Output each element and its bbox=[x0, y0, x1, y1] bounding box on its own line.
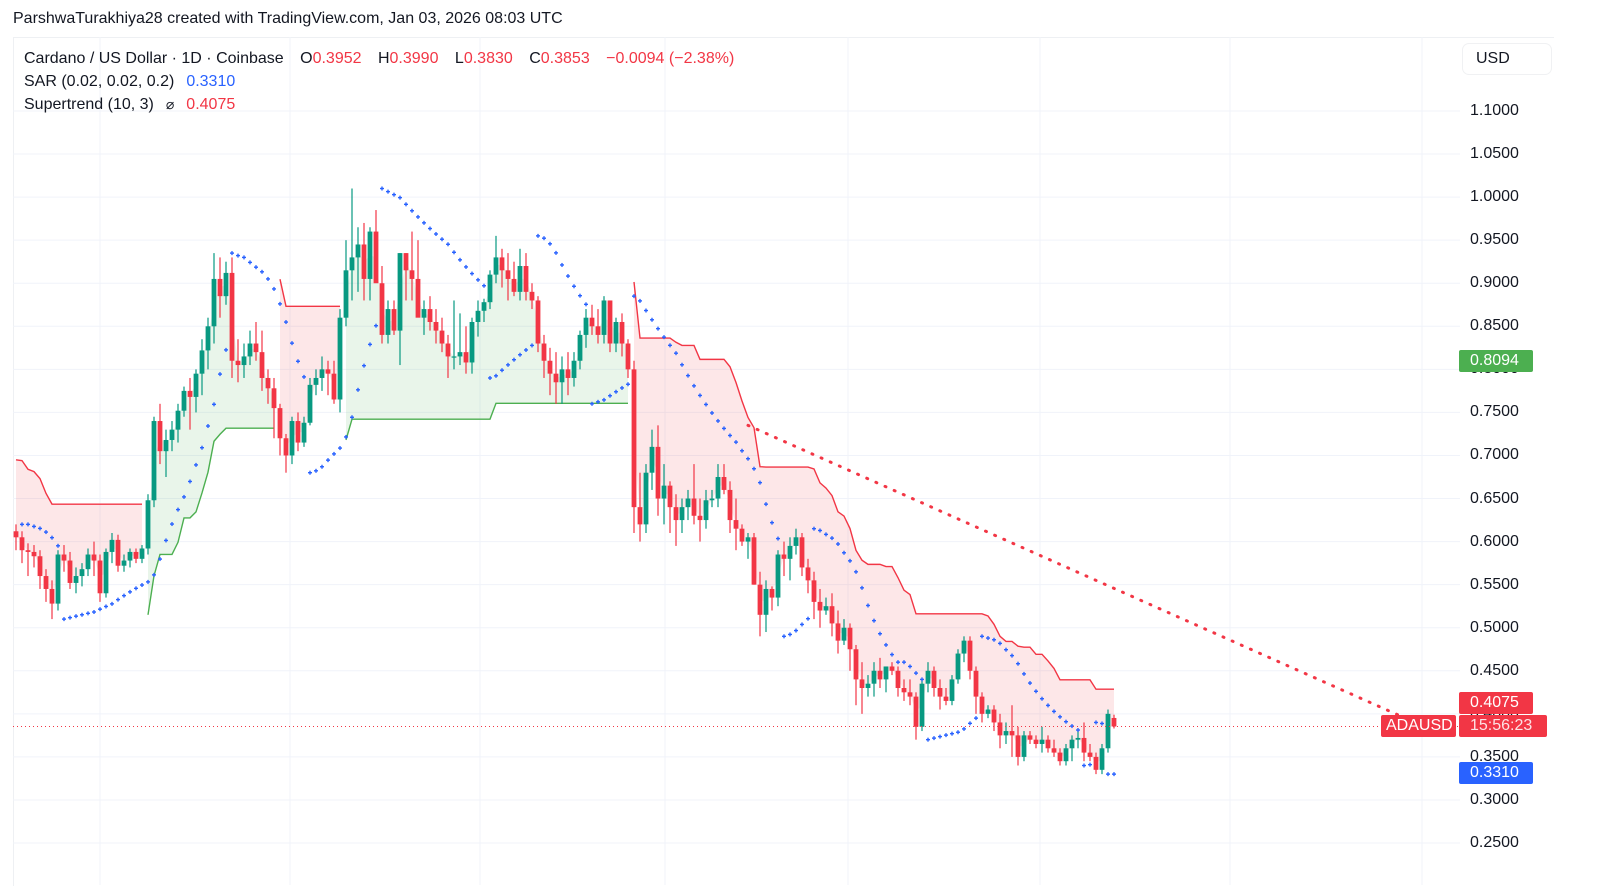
candlesticks bbox=[13, 188, 1117, 775]
currency-button[interactable]: USD bbox=[1463, 44, 1551, 74]
chart-pane[interactable] bbox=[13, 37, 1554, 886]
dotted-trendline[interactable] bbox=[746, 423, 1407, 720]
price-tick: 1.1000 bbox=[1470, 102, 1519, 119]
price-tick: 0.2500 bbox=[1470, 834, 1519, 852]
price-tick: 0.9500 bbox=[1470, 231, 1519, 249]
legend-supertrend-row[interactable]: Supertrend (10, 3) ⌀ 0.4075 bbox=[24, 93, 734, 116]
open-value: 0.3952 bbox=[312, 50, 362, 67]
supertrend-value: 0.4075 bbox=[186, 96, 236, 113]
price-tick: 1.0000 bbox=[1470, 188, 1519, 206]
price-tick: 0.6500 bbox=[1470, 489, 1519, 507]
sar-label: SAR (0.02, 0.02, 0.2) bbox=[24, 73, 175, 90]
chart-attribution: ParshwaTurakhiya28 created with TradingV… bbox=[13, 10, 563, 27]
bar-countdown-badge: 15:56:23 bbox=[1459, 715, 1547, 737]
symbol-description[interactable]: Cardano / US Dollar · 1D · Coinbase bbox=[24, 50, 284, 67]
price-tick: 0.3000 bbox=[1470, 790, 1519, 808]
price-tick: 0.9000 bbox=[1470, 274, 1519, 292]
chart-legend: Cardano / US Dollar · 1D · Coinbase O0.3… bbox=[24, 47, 734, 116]
supertrend-fill bbox=[16, 250, 1114, 764]
parabolic-sar-dots bbox=[20, 186, 1116, 777]
supertrend-label: Supertrend (10, 3) bbox=[24, 96, 154, 113]
price-tick: 0.5000 bbox=[1470, 618, 1519, 636]
price-tick: 0.7000 bbox=[1470, 446, 1519, 464]
close-label: C bbox=[529, 50, 541, 67]
close-value: 0.3853 bbox=[540, 50, 590, 67]
legend-sar-row[interactable]: SAR (0.02, 0.02, 0.2) 0.3310 bbox=[24, 70, 734, 93]
sar-badge: 0.3310 bbox=[1459, 762, 1533, 785]
low-label: L bbox=[454, 50, 464, 67]
price-tick: 0.3500 bbox=[1470, 747, 1519, 765]
high-value: 0.3990 bbox=[389, 50, 439, 67]
supertrend-down-badge: 0.4075 bbox=[1459, 692, 1533, 714]
price-tick: 0.8500 bbox=[1470, 317, 1519, 335]
supertrend-line bbox=[15, 279, 1114, 690]
supertrend-up-badge: 0.8094 bbox=[1459, 350, 1533, 373]
symbol-badge: ADAUSD bbox=[1381, 715, 1456, 737]
price-tick: 0.6000 bbox=[1470, 532, 1519, 550]
open-label: O bbox=[300, 50, 313, 67]
legend-symbol-row: Cardano / US Dollar · 1D · Coinbase O0.3… bbox=[24, 47, 734, 70]
price-change: −0.0094 (−2.38%) bbox=[606, 50, 735, 67]
sar-value: 0.3310 bbox=[186, 73, 236, 90]
grid-lines bbox=[13, 37, 1460, 885]
price-tick: 0.5500 bbox=[1470, 575, 1519, 593]
low-value: 0.3830 bbox=[463, 50, 513, 67]
price-tick: 1.0500 bbox=[1470, 145, 1519, 163]
price-tick: 0.4500 bbox=[1470, 661, 1519, 679]
price-tick: 0.7500 bbox=[1470, 403, 1519, 421]
high-label: H bbox=[377, 50, 390, 67]
hidden-value-icon[interactable]: ⌀ bbox=[165, 96, 175, 112]
